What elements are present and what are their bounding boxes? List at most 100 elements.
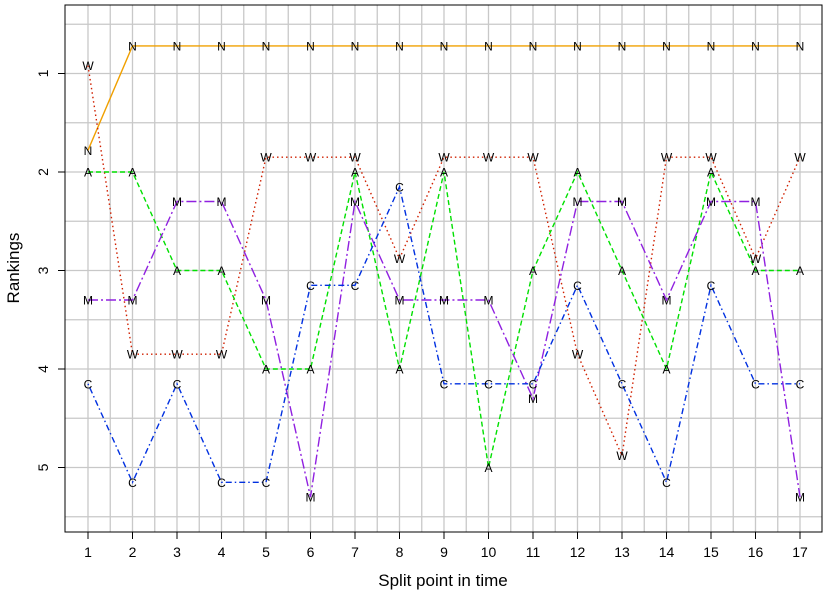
point-label-N: N [84, 144, 93, 158]
y-tick-label: 2 [35, 168, 51, 176]
point-label-A: A [529, 264, 537, 278]
point-label-N: N [573, 39, 582, 53]
y-tick-label: 4 [35, 365, 51, 373]
x-tick-label: 14 [659, 544, 675, 560]
point-label-W: W [305, 151, 317, 165]
point-label-W: W [661, 151, 673, 165]
x-tick-label: 8 [396, 544, 404, 560]
x-tick-label: 6 [307, 544, 315, 560]
point-label-M: M [617, 195, 627, 209]
point-label-A: A [306, 363, 314, 377]
point-label-A: A [484, 461, 492, 475]
point-label-M: M [350, 195, 360, 209]
point-label-M: M [484, 294, 494, 308]
point-label-M: M [261, 294, 271, 308]
x-tick-label: 1 [84, 544, 92, 560]
point-label-C: C [262, 476, 271, 490]
series-lines [87, 45, 801, 498]
point-label-N: N [395, 39, 404, 53]
y-tick-label: 1 [35, 69, 51, 77]
point-label-C: C [128, 476, 137, 490]
point-label-W: W [82, 59, 94, 73]
point-label-W: W [572, 348, 584, 362]
point-label-N: N [262, 39, 271, 53]
point-label-A: A [796, 264, 804, 278]
x-tick-label: 10 [481, 544, 497, 560]
point-label-M: M [528, 392, 538, 406]
series-line-W [87, 65, 801, 459]
point-label-C: C [796, 377, 805, 391]
point-label-M: M [439, 294, 449, 308]
point-label-M: M [128, 294, 138, 308]
point-label-A: A [217, 264, 225, 278]
point-label-W: W [216, 348, 228, 362]
point-label-M: M [662, 294, 672, 308]
x-tick-label: 15 [703, 544, 719, 560]
point-label-A: A [395, 363, 403, 377]
point-label-M: M [573, 195, 583, 209]
x-axis: 1 2 3 4 5 6 7 8 9 10 11 12 13 14 15 16 17 [84, 532, 808, 560]
point-label-W: W [705, 151, 717, 165]
point-label-M: M [217, 195, 227, 209]
point-label-M: M [751, 195, 761, 209]
point-label-N: N [751, 39, 760, 53]
point-label-W: W [616, 449, 628, 463]
x-tick-label: 7 [351, 544, 359, 560]
x-tick-label: 9 [440, 544, 448, 560]
point-label-A: A [707, 166, 715, 180]
y-axis-title: Rankings [4, 233, 23, 304]
point-label-A: A [573, 166, 581, 180]
point-label-N: N [351, 39, 360, 53]
point-label-C: C [618, 377, 627, 391]
point-label-N: N [128, 39, 137, 53]
x-tick-label: 5 [262, 544, 270, 560]
point-label-N: N [306, 39, 315, 53]
point-label-C: C [484, 377, 493, 391]
point-label-W: W [349, 151, 361, 165]
point-label-M: M [706, 195, 716, 209]
point-label-M: M [83, 294, 93, 308]
point-label-C: C [351, 279, 360, 293]
point-label-A: A [751, 264, 759, 278]
point-label-A: A [440, 166, 448, 180]
point-label-A: A [618, 264, 626, 278]
x-tick-label: 3 [173, 544, 181, 560]
point-label-A: A [351, 166, 359, 180]
point-label-C: C [306, 279, 315, 293]
x-tick-label: 12 [570, 544, 586, 560]
point-label-N: N [662, 39, 671, 53]
point-label-W: W [260, 151, 272, 165]
point-label-C: C [84, 377, 93, 391]
point-label-N: N [529, 39, 538, 53]
point-label-W: W [527, 151, 539, 165]
y-tick-label: 3 [35, 266, 51, 274]
point-label-A: A [662, 363, 670, 377]
point-label-C: C [662, 476, 671, 490]
point-label-M: M [395, 294, 405, 308]
point-label-C: C [573, 279, 582, 293]
point-label-M: M [306, 491, 316, 505]
point-label-C: C [395, 180, 404, 194]
y-tick-label: 5 [35, 463, 51, 471]
x-axis-title: Split point in time [378, 571, 507, 590]
point-label-W: W [483, 151, 495, 165]
point-label-C: C [173, 377, 182, 391]
point-label-N: N [707, 39, 716, 53]
point-label-W: W [394, 252, 406, 266]
point-label-N: N [618, 39, 627, 53]
series-line-M [88, 199, 801, 498]
series-line-A [88, 169, 800, 468]
point-label-W: W [794, 151, 806, 165]
x-tick-label: 4 [218, 544, 226, 560]
point-label-W: W [171, 348, 183, 362]
point-label-M: M [795, 491, 805, 505]
point-label-C: C [707, 279, 716, 293]
x-tick-label: 16 [748, 544, 764, 560]
point-label-N: N [796, 39, 805, 53]
series-line-N [87, 45, 800, 151]
x-tick-label: 17 [792, 544, 808, 560]
point-label-M: M [172, 195, 182, 209]
point-label-A: A [262, 363, 270, 377]
